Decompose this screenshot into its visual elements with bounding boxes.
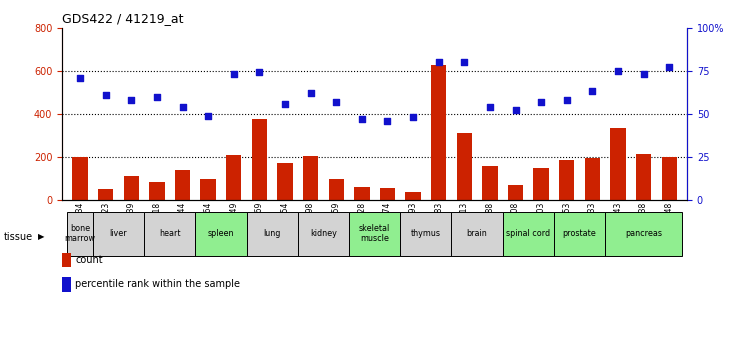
- Point: [330, 99, 342, 105]
- Text: kidney: kidney: [310, 229, 337, 238]
- Point: [612, 68, 624, 73]
- Text: pancreas: pancreas: [625, 229, 662, 238]
- Point: [305, 90, 317, 96]
- Point: [484, 104, 496, 110]
- Bar: [406, 192, 421, 200]
- FancyBboxPatch shape: [503, 212, 554, 256]
- Bar: [124, 176, 139, 200]
- Bar: [662, 157, 677, 200]
- Text: GDS422 / 41219_at: GDS422 / 41219_at: [62, 12, 183, 25]
- Point: [382, 118, 393, 124]
- Text: tissue: tissue: [4, 232, 33, 242]
- Bar: [149, 182, 164, 200]
- FancyBboxPatch shape: [349, 212, 401, 256]
- FancyBboxPatch shape: [401, 212, 452, 256]
- Bar: [226, 155, 241, 200]
- FancyBboxPatch shape: [554, 212, 605, 256]
- Text: skeletal
muscle: skeletal muscle: [359, 224, 390, 244]
- Bar: [200, 179, 216, 200]
- FancyBboxPatch shape: [67, 212, 93, 256]
- Point: [126, 97, 137, 103]
- Point: [202, 113, 214, 118]
- Point: [279, 101, 291, 106]
- Text: prostate: prostate: [563, 229, 596, 238]
- Bar: [636, 154, 651, 200]
- Bar: [72, 157, 88, 200]
- Point: [100, 92, 112, 98]
- Text: heart: heart: [159, 229, 181, 238]
- Bar: [508, 186, 523, 200]
- Bar: [534, 168, 549, 200]
- Text: thymus: thymus: [411, 229, 441, 238]
- Point: [663, 65, 675, 70]
- Point: [561, 97, 572, 103]
- Text: spinal cord: spinal cord: [507, 229, 550, 238]
- Text: spleen: spleen: [208, 229, 234, 238]
- Point: [254, 70, 265, 75]
- Text: liver: liver: [110, 229, 127, 238]
- Bar: [98, 189, 113, 200]
- Point: [637, 71, 649, 77]
- Bar: [303, 156, 318, 200]
- Bar: [559, 160, 575, 200]
- Text: count: count: [75, 255, 103, 265]
- FancyBboxPatch shape: [605, 212, 682, 256]
- Bar: [251, 119, 267, 200]
- Point: [228, 71, 240, 77]
- Text: lung: lung: [263, 229, 281, 238]
- Point: [458, 59, 470, 65]
- Bar: [457, 133, 472, 200]
- FancyBboxPatch shape: [298, 212, 349, 256]
- Point: [151, 94, 163, 99]
- Bar: [354, 187, 369, 200]
- FancyBboxPatch shape: [246, 212, 298, 256]
- FancyBboxPatch shape: [452, 212, 503, 256]
- Text: brain: brain: [466, 229, 488, 238]
- Bar: [482, 166, 498, 200]
- Bar: [610, 128, 626, 200]
- FancyBboxPatch shape: [93, 212, 144, 256]
- Bar: [431, 65, 447, 200]
- Text: ▶: ▶: [38, 233, 45, 241]
- Bar: [277, 164, 292, 200]
- Bar: [328, 179, 344, 200]
- Point: [177, 104, 189, 110]
- FancyBboxPatch shape: [144, 212, 195, 256]
- Point: [433, 59, 444, 65]
- Point: [407, 115, 419, 120]
- FancyBboxPatch shape: [195, 212, 246, 256]
- Point: [75, 75, 86, 80]
- Text: bone
marrow: bone marrow: [64, 224, 96, 244]
- Point: [535, 99, 547, 105]
- Bar: [585, 158, 600, 200]
- Text: percentile rank within the sample: percentile rank within the sample: [75, 279, 240, 289]
- Point: [510, 108, 521, 113]
- Bar: [175, 170, 190, 200]
- Point: [356, 116, 368, 122]
- Point: [586, 89, 598, 94]
- Bar: [380, 188, 395, 200]
